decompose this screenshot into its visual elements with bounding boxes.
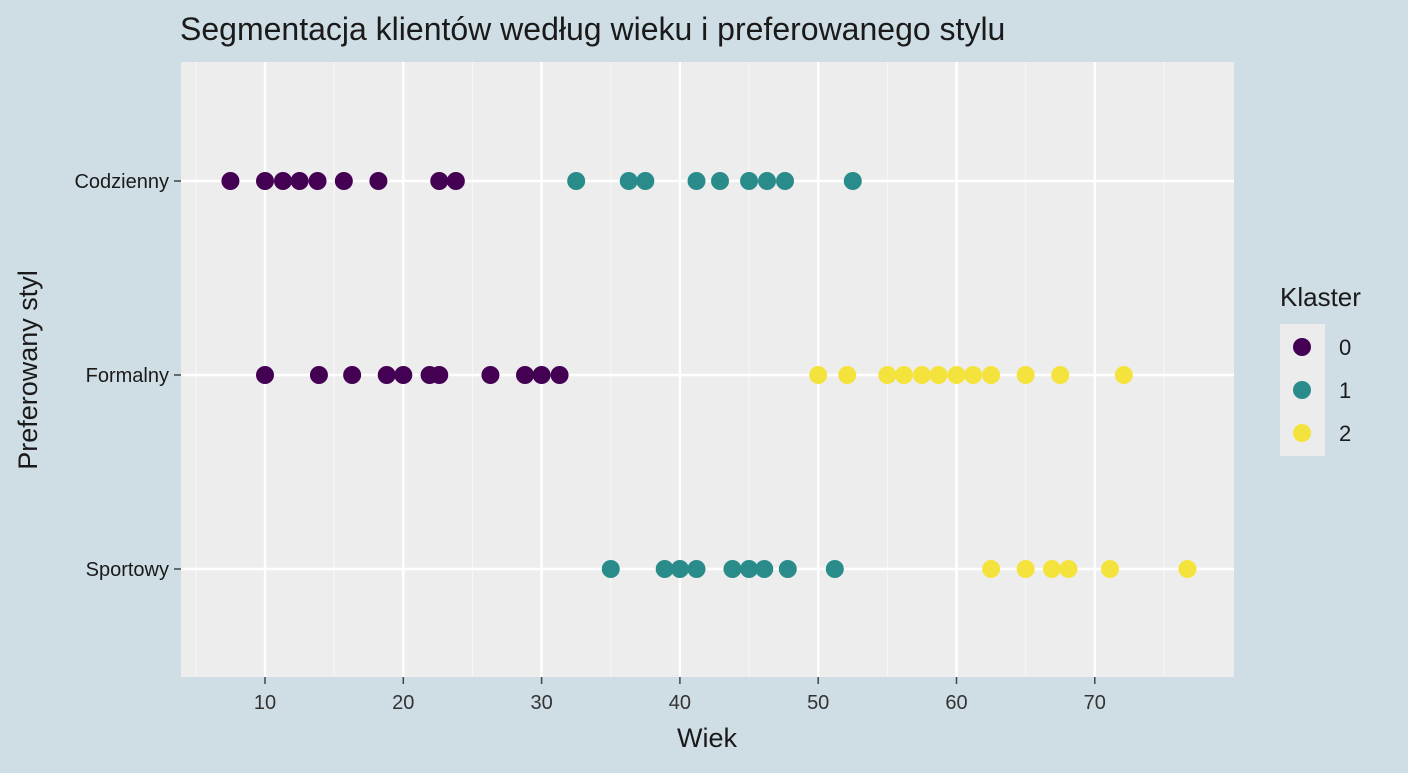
scatter-point-cluster-2	[1016, 560, 1035, 578]
chart-title: Segmentacja klientów według wieku i pref…	[180, 11, 1005, 47]
scatter-point-cluster-0	[290, 172, 309, 190]
scatter-point-cluster-2	[1042, 560, 1061, 578]
scatter-point-cluster-2	[947, 366, 966, 384]
scatter-point-cluster-2	[1178, 560, 1197, 578]
y-tick-label: Codzienny	[74, 171, 169, 193]
scatter-point-cluster-1	[778, 560, 797, 578]
scatter-point-cluster-1	[655, 560, 674, 578]
scatter-point-cluster-2	[982, 560, 1001, 578]
x-tick-label: 10	[254, 692, 276, 714]
scatter-point-cluster-1	[740, 560, 759, 578]
x-tick-label: 40	[669, 692, 691, 714]
legend-label-1: 1	[1339, 378, 1351, 403]
scatter-point-cluster-1	[758, 172, 777, 190]
scatter-point-cluster-2	[1114, 366, 1133, 384]
scatter-point-cluster-2	[1051, 366, 1070, 384]
scatter-point-cluster-1	[567, 172, 586, 190]
scatter-point-cluster-1	[755, 560, 774, 578]
scatter-point-cluster-2	[878, 366, 897, 384]
scatter-point-cluster-1	[740, 172, 759, 190]
scatter-point-cluster-0	[369, 172, 388, 190]
scatter-point-cluster-0	[481, 366, 500, 384]
x-tick-label: 30	[530, 692, 552, 714]
scatter-point-cluster-1	[711, 172, 730, 190]
scatter-point-cluster-0	[550, 366, 569, 384]
scatter-point-cluster-1	[843, 172, 862, 190]
scatter-point-cluster-2	[1016, 366, 1035, 384]
scatter-point-cluster-1	[723, 560, 742, 578]
x-axis-label: Wiek	[677, 723, 737, 753]
scatter-point-cluster-2	[838, 366, 857, 384]
scatter-point-cluster-0	[273, 172, 292, 190]
legend: Klaster 0 1 2	[1280, 282, 1361, 456]
scatter-point-cluster-2	[1101, 560, 1120, 578]
scatter-point-cluster-0	[430, 366, 449, 384]
scatter-point-cluster-1	[601, 560, 620, 578]
points-layer	[221, 172, 1197, 578]
scatter-point-cluster-2	[809, 366, 828, 384]
scatter-point-cluster-0	[221, 172, 240, 190]
scatter-point-cluster-0	[430, 172, 449, 190]
scatter-point-cluster-0	[256, 172, 274, 190]
legend-title: Klaster	[1280, 282, 1361, 312]
scatter-point-cluster-2	[964, 366, 983, 384]
legend-key-1	[1293, 381, 1311, 399]
axis-layer: 10 20 30 40 50 60 70 Codzienny Formalny Sportowy	[74, 171, 1105, 714]
scatter-point-cluster-1	[776, 172, 795, 190]
scatter-point-cluster-1	[687, 172, 706, 190]
scatter-point-cluster-0	[532, 366, 551, 384]
legend-items: 0 1 2	[1293, 335, 1351, 446]
scatter-point-cluster-2	[912, 366, 931, 384]
scatter-point-cluster-2	[982, 366, 1001, 384]
scatter-point-cluster-2	[929, 366, 948, 384]
scatter-point-cluster-2	[1059, 560, 1078, 578]
y-tick-label: Sportowy	[86, 559, 169, 581]
plot-panel	[181, 62, 1234, 677]
x-tick-label: 50	[807, 692, 829, 714]
legend-label-2: 2	[1339, 421, 1351, 446]
scatter-point-cluster-1	[670, 560, 689, 578]
scatter-point-cluster-2	[894, 366, 913, 384]
scatter-point-cluster-1	[825, 560, 844, 578]
scatter-point-cluster-0	[256, 366, 274, 384]
y-tick-label: Formalny	[86, 365, 169, 387]
legend-key-2	[1293, 424, 1311, 442]
scatter-point-cluster-0	[308, 172, 327, 190]
scatter-point-cluster-0	[516, 366, 535, 384]
x-tick-label: 70	[1084, 692, 1106, 714]
scatter-point-cluster-1	[619, 172, 638, 190]
legend-label-0: 0	[1339, 335, 1351, 360]
scatter-point-cluster-0	[334, 172, 353, 190]
x-tick-label: 20	[392, 692, 414, 714]
scatter-point-cluster-0	[377, 366, 396, 384]
scatter-point-cluster-0	[343, 366, 362, 384]
scatter-point-cluster-0	[446, 172, 465, 190]
y-axis-label: Preferowany styl	[13, 270, 43, 470]
scatter-point-cluster-1	[687, 560, 706, 578]
scatter-point-cluster-0	[309, 366, 328, 384]
scatter-point-cluster-0	[394, 366, 413, 384]
legend-key-0	[1293, 338, 1311, 356]
scatter-point-cluster-1	[636, 172, 655, 190]
x-tick-label: 60	[945, 692, 967, 714]
